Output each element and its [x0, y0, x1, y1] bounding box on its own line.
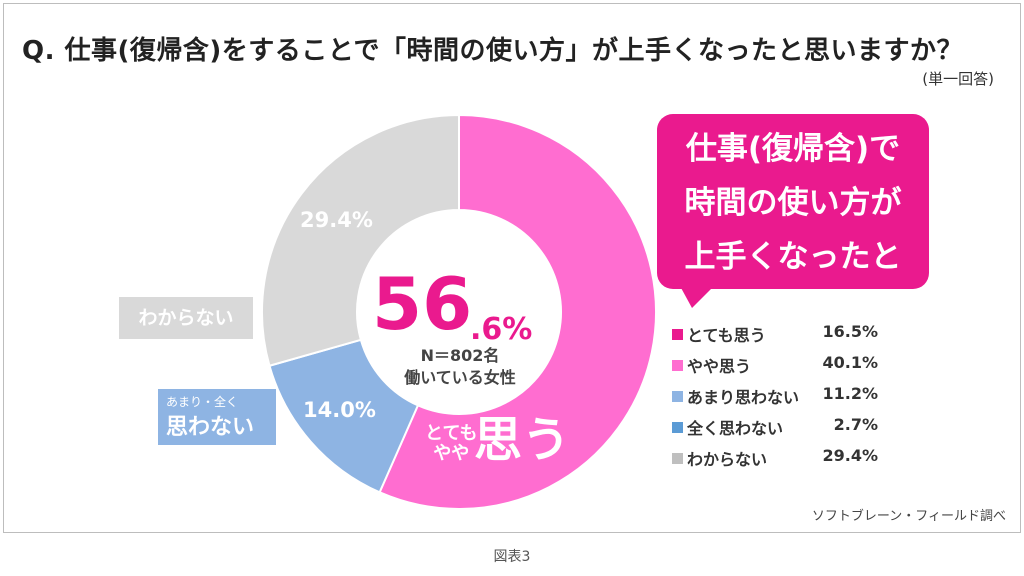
slice-unknown	[261, 113, 460, 368]
chart-title: Q. 仕事(復帰含)をすることで「時間の使い方」が上手くなったと思いますか？	[22, 36, 964, 66]
legend-label: あまり思わない	[687, 388, 800, 407]
slice-label-disagree: 14.0%	[303, 398, 376, 422]
legend-value: 16.5%	[822, 322, 878, 341]
center-percent-small: .6%	[470, 312, 533, 347]
side-label-unknown: わからない	[119, 297, 253, 339]
sample-size: N＝802名	[420, 346, 500, 365]
legend-label: わからない	[687, 450, 768, 469]
legend-label: 全く思わない	[687, 419, 784, 438]
figure-label: 図表3	[493, 549, 531, 565]
legend: とても思う 16.5% やや思う 40.1% あまり思わない 11.2% 全く思…	[672, 322, 902, 477]
side-label-disagree: あまり・全く 思わない	[158, 389, 276, 445]
legend-value: 40.1%	[822, 353, 878, 372]
legend-swatch	[672, 360, 683, 371]
legend-swatch	[672, 329, 683, 340]
legend-label: やや思う	[687, 357, 752, 376]
chart-subtitle: (単一回答)	[922, 70, 994, 88]
slice-label-agree-small: とても やや	[425, 423, 478, 464]
slice-label-unknown: 29.4%	[300, 208, 373, 232]
legend-label: とても思う	[687, 326, 766, 345]
source-note: ソフトブレーン・フィールド調べ	[811, 509, 1006, 524]
legend-swatch	[672, 391, 683, 402]
legend-swatch	[672, 422, 683, 433]
legend-item: わからない 29.4%	[672, 446, 902, 477]
legend-value: 11.2%	[822, 384, 878, 403]
slice-agree	[378, 113, 657, 510]
slice-label-agree-big: 思う	[474, 412, 571, 468]
callout-text: 仕事(復帰含)で 時間の使い方が 上手くなったと	[684, 131, 902, 275]
callout-box	[657, 114, 929, 289]
legend-item: やや思う 40.1%	[672, 353, 902, 384]
legend-swatch	[672, 453, 683, 464]
sample-population: 働いている女性	[404, 368, 516, 387]
callout-tail	[680, 286, 714, 308]
legend-item: とても思う 16.5%	[672, 322, 902, 353]
center-percent-big: 56	[372, 262, 473, 346]
legend-item: 全く思わない 2.7%	[672, 415, 902, 446]
legend-value: 2.7%	[833, 415, 878, 434]
legend-item: あまり思わない 11.2%	[672, 384, 902, 415]
legend-value: 29.4%	[822, 446, 878, 465]
